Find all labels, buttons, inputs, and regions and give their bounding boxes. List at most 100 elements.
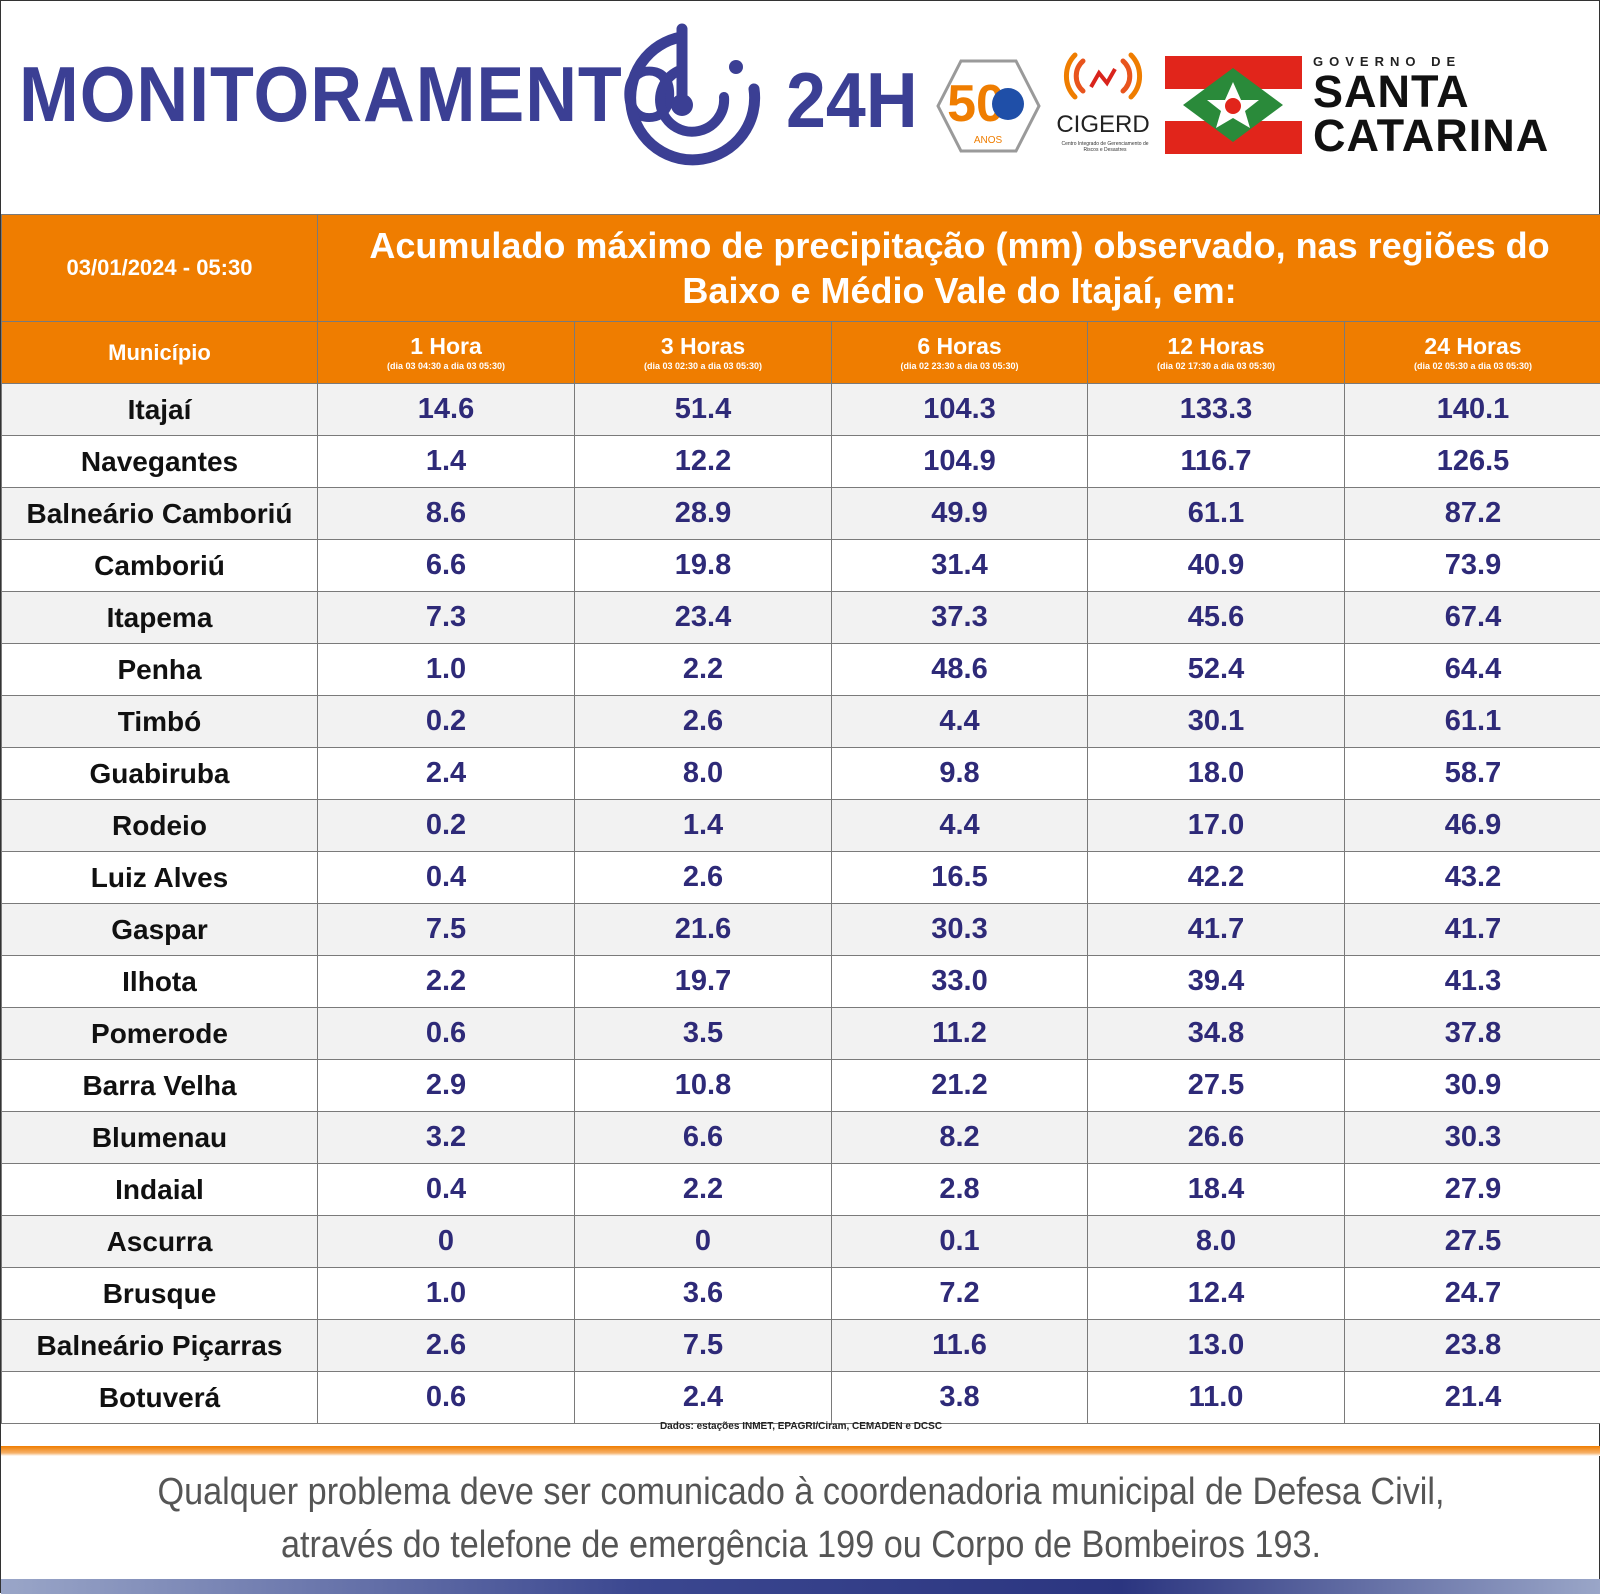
precipitation-table: 03/01/2024 - 05:30 Acumulado máximo de p… [1,214,1600,1424]
data-source-note: Dados: estações INMET, EPAGRI/Ciram, CEM… [1,1421,1600,1432]
value-cell: 27.9 [1345,1164,1600,1216]
municipio-cell: Camboriú [2,540,318,592]
value-cell: 3.6 [575,1268,832,1320]
municipio-cell: Rodeio [2,800,318,852]
value-cell: 0.4 [318,1164,575,1216]
municipio-cell: Guabiruba [2,748,318,800]
brand-24h: 24H [786,55,918,146]
value-cell: 12.2 [575,436,832,488]
value-cell: 48.6 [832,644,1088,696]
value-cell: 30.1 [1088,696,1345,748]
value-cell: 19.7 [575,956,832,1008]
value-cell: 0 [575,1216,832,1268]
value-cell: 3.8 [832,1372,1088,1424]
value-cell: 2.6 [575,696,832,748]
value-cell: 0.1 [832,1216,1088,1268]
value-cell: 0.4 [318,852,575,904]
value-cell: 23.8 [1345,1320,1600,1372]
municipio-cell: Gaspar [2,904,318,956]
municipio-cell: Balneário Piçarras [2,1320,318,1372]
value-cell: 73.9 [1345,540,1600,592]
value-cell: 2.4 [575,1372,832,1424]
value-cell: 21.6 [575,904,832,956]
municipio-cell: Itajaí [2,384,318,436]
municipio-cell: Blumenau [2,1112,318,1164]
municipio-cell: Indaial [2,1164,318,1216]
value-cell: 2.2 [575,1164,832,1216]
value-cell: 1.0 [318,644,575,696]
value-cell: 24.7 [1345,1268,1600,1320]
value-cell: 18.0 [1088,748,1345,800]
value-cell: 7.2 [832,1268,1088,1320]
value-cell: 1.4 [575,800,832,852]
value-cell: 17.0 [1088,800,1345,852]
value-cell: 6.6 [318,540,575,592]
brand-title: MONITORAMENTO [19,49,678,140]
value-cell: 1.4 [318,436,575,488]
value-cell: 49.9 [832,488,1088,540]
municipio-cell: Brusque [2,1268,318,1320]
gov-name-line2: CATARINA [1313,113,1549,158]
value-cell: 0.6 [318,1372,575,1424]
value-cell: 2.4 [318,748,575,800]
value-cell: 41.3 [1345,956,1600,1008]
table-title: Acumulado máximo de precipitação (mm) ob… [318,215,1600,322]
column-header: 24 Horas(dia 02 05:30 a dia 03 05:30) [1345,322,1600,384]
municipio-cell: Ascurra [2,1216,318,1268]
value-cell: 52.4 [1088,644,1345,696]
municipio-cell: Itapema [2,592,318,644]
value-cell: 61.1 [1345,696,1600,748]
value-cell: 41.7 [1088,904,1345,956]
municipio-cell: Timbó [2,696,318,748]
value-cell: 23.4 [575,592,832,644]
value-cell: 2.2 [318,956,575,1008]
column-header: 6 Horas(dia 02 23:30 a dia 03 05:30) [832,322,1088,384]
value-cell: 4.4 [832,800,1088,852]
footer-message-line2: através do telefone de emergência 199 ou… [81,1524,1521,1567]
value-cell: 67.4 [1345,592,1600,644]
value-cell: 41.7 [1345,904,1600,956]
value-cell: 58.7 [1345,748,1600,800]
value-cell: 3.5 [575,1008,832,1060]
value-cell: 7.5 [575,1320,832,1372]
value-cell: 27.5 [1088,1060,1345,1112]
orange-divider [1,1446,1600,1456]
value-cell: 21.2 [832,1060,1088,1112]
value-cell: 10.8 [575,1060,832,1112]
value-cell: 2.2 [575,644,832,696]
value-cell: 126.5 [1345,436,1600,488]
municipio-cell: Botuverá [2,1372,318,1424]
municipio-cell: Balneário Camboriú [2,488,318,540]
value-cell: 11.6 [832,1320,1088,1372]
value-cell: 37.3 [832,592,1088,644]
municipio-cell: Barra Velha [2,1060,318,1112]
municipio-cell: Ilhota [2,956,318,1008]
value-cell: 8.2 [832,1112,1088,1164]
value-cell: 64.4 [1345,644,1600,696]
column-header-row: Município 1 Hora(dia 03 04:30 a dia 03 0… [2,322,1600,384]
value-cell: 51.4 [575,384,832,436]
value-cell: 12.4 [1088,1268,1345,1320]
defesa-civil-50-anos-logo: 50 ANOS [936,59,1041,154]
value-cell: 7.5 [318,904,575,956]
value-cell: 27.5 [1345,1216,1600,1268]
value-cell: 33.0 [832,956,1088,1008]
value-cell: 4.4 [832,696,1088,748]
value-cell: 40.9 [1088,540,1345,592]
column-header: 1 Hora(dia 03 04:30 a dia 03 05:30) [318,322,575,384]
